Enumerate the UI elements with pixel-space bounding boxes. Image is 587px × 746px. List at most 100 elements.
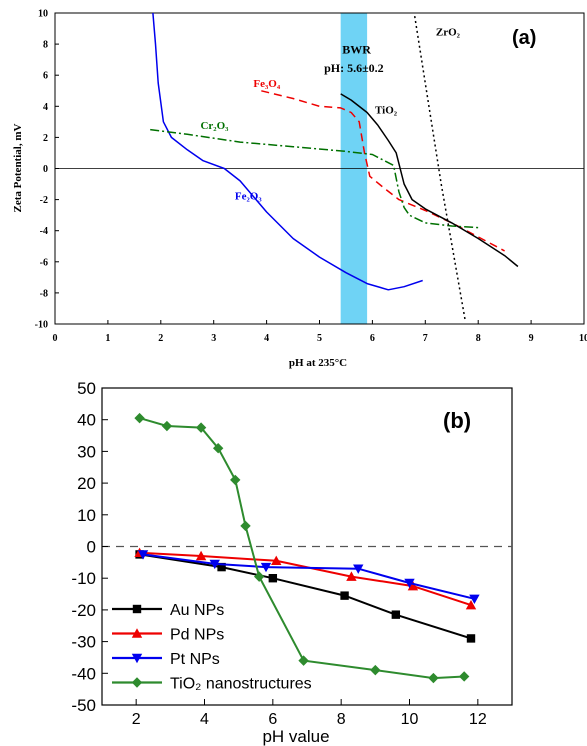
panel-a-curve-labels: Fe₃O₄ Cr₂O₃ Fe₂O₃ TiO₂ ZrO₂ [200, 27, 460, 203]
panel-b-series [134, 412, 480, 684]
panel-a-x-tick-label: 3 [211, 333, 216, 344]
series-pd-nps-point [195, 550, 207, 561]
panel-a-x-tick-label: 2 [158, 333, 163, 344]
curve-label-cr-o: Cr₂O₃ [200, 120, 229, 132]
panel-a-y-tick-label: -2 [40, 195, 48, 206]
panel-a-x-tick-label: 1 [105, 333, 110, 344]
series-tio-nanostructures-point [458, 671, 470, 682]
curve-label-tio: TiO₂ [375, 104, 398, 116]
panel-b-x-axis-label: pH value [262, 727, 329, 746]
series-pd-nps-point [407, 580, 419, 591]
curve-label-fe-o: Fe₃O₄ [253, 78, 280, 90]
panel-b-x-tick-label: 4 [200, 711, 209, 728]
series-tio-nanostructures-point [370, 664, 381, 676]
series-pt-nps-point [209, 559, 220, 570]
panel-b-chart: 2 4 6 8 10 12 -50 -40 -30 -20 -10 0 10 20 30 40 50 Au NP… [71, 379, 513, 746]
series-pt-nps-point [404, 578, 415, 589]
panel-a-y-tick-label: 0 [43, 164, 48, 175]
panel-a-x-tick-label: 4 [264, 333, 269, 344]
panel-a-y-tick-label: -8 [40, 288, 48, 299]
legend-marker [131, 677, 143, 688]
legend-marker [131, 653, 143, 664]
panel-b-y-tick-label: -30 [71, 633, 96, 652]
panel-b-y-tick-label: 30 [77, 442, 96, 461]
series-tio-nanostructures-point [240, 520, 251, 532]
panel-a-tag: (a) [512, 27, 536, 49]
series-au-nps-point [466, 634, 476, 643]
panel-b-y-tick-label: -10 [71, 569, 96, 588]
series-pt-nps-point [260, 562, 272, 573]
panel-b-y-tick-label: -20 [71, 601, 96, 620]
panel-a-x-axis-label: pH at 235°C [289, 357, 347, 369]
legend-label-pt-nps: Pt NPs [170, 651, 220, 668]
panel-a-y-tick-label: 10 [38, 9, 48, 20]
series-pd-nps-point [465, 599, 477, 610]
series-tio-nanostructures-point [212, 443, 224, 454]
series-au-nps-point [268, 574, 278, 583]
panel-b-y-tick-label: -50 [71, 696, 96, 715]
series-au-nps-point [340, 591, 349, 600]
panel-a-x-tick-label: 6 [370, 333, 375, 344]
series-au-nps-point [217, 562, 226, 572]
series-tio-nanostructures-point [253, 571, 265, 582]
panel-a-y-tick-label: -6 [40, 257, 48, 268]
panel-a-x-tick-label: 5 [317, 333, 322, 344]
series-zro-line [413, 15, 466, 320]
panel-a-y-axis-label: Zeta Potential, mV [12, 124, 24, 213]
panel-b-x-tick-label: 6 [268, 711, 277, 728]
series-tio-nanostructures-point [195, 422, 207, 433]
legend-label-tio-nanostructures: TiO₂ nanostructures [170, 676, 312, 693]
series-pt-nps-point [137, 550, 149, 560]
panel-a-y-tick-label: 4 [43, 102, 48, 113]
panel-a-axes: 0 1 2 3 4 5 6 7 8 9 10 -10 -8 -6 -4 -2 0 2 4 6 8 10 [35, 9, 587, 345]
legend-label-pd-nps: Pd NPs [170, 627, 224, 644]
panel-a-series [150, 13, 519, 320]
series-fe-o-line [152, 13, 423, 291]
series-tio-nanostructures-point [298, 655, 309, 666]
panel-b-legend: Au NPs Pd NPs Pt NPs TiO₂ nanostructures [112, 602, 312, 693]
curve-label-zro: ZrO₂ [436, 27, 461, 39]
panel-a-y-tick-label: 2 [43, 133, 48, 144]
panel-b-y-tick-label: -40 [71, 664, 96, 683]
panel-b-axes: 2 4 6 8 10 12 -50 -40 -30 -20 -10 0 10 20 30 40 50 [71, 379, 513, 728]
panel-b-y-tick-label: 10 [77, 506, 96, 525]
panel-a-x-tick-label: 8 [476, 333, 481, 344]
panel-a-y-tick-label: -10 [35, 320, 48, 331]
bwr-ph-annotation: pH: 5.6±0.2 [324, 61, 384, 75]
panel-a-x-tick-label: 7 [423, 333, 428, 344]
series-cr-o-line [150, 128, 479, 229]
series-pt-nps-point [353, 564, 364, 574]
bwr-annotation: BWR [342, 42, 371, 56]
legend-label-au-nps: Au NPs [170, 602, 224, 619]
panel-a-chart: 0 1 2 3 4 5 6 7 8 9 10 -10 -8 -6 -4 -2 0 2 4 6 8 10 Fe₃O₄ Cr₂O… [12, 9, 587, 370]
panel-b-x-tick-label: 8 [337, 711, 346, 728]
legend-marker [131, 628, 143, 638]
panel-a-x-tick-label: 9 [529, 333, 534, 344]
panel-b-x-tick-label: 12 [469, 711, 487, 728]
curve-label-fe-o: Fe₂O₃ [235, 191, 262, 203]
series-tio-nanostructures-point [428, 672, 439, 684]
panel-a-x-tick-label: 0 [53, 333, 58, 344]
series-pd-nps-point [346, 571, 357, 581]
panel-b-y-tick-label: 20 [77, 474, 96, 493]
panel-a-x-tick-label: 10 [579, 333, 587, 344]
series-pt-nps-point [469, 594, 480, 605]
series-tio-nanostructures-point [230, 474, 241, 486]
panel-b-y-tick-label: 50 [77, 379, 96, 398]
panel-a-y-tick-label: -4 [40, 226, 48, 237]
panel-b-x-tick-label: 10 [401, 711, 419, 728]
panel-b-x-tick-label: 2 [132, 711, 141, 728]
series-tio-nanostructures-point [134, 412, 145, 424]
panel-b-y-tick-label: 0 [87, 538, 96, 557]
panel-a-y-tick-label: 6 [43, 71, 48, 82]
series-au-nps-line [139, 553, 472, 640]
panel-a-y-tick-label: 8 [43, 40, 48, 51]
series-pt-nps-line [142, 553, 475, 600]
series-pd-nps-point [271, 555, 282, 565]
panel-b-y-tick-label: 40 [77, 411, 96, 430]
series-tio-line [340, 93, 519, 268]
series-au-nps-point [391, 610, 401, 619]
panel-b-tag: (b) [443, 408, 471, 433]
series-tio-nanostructures-point [161, 420, 173, 432]
